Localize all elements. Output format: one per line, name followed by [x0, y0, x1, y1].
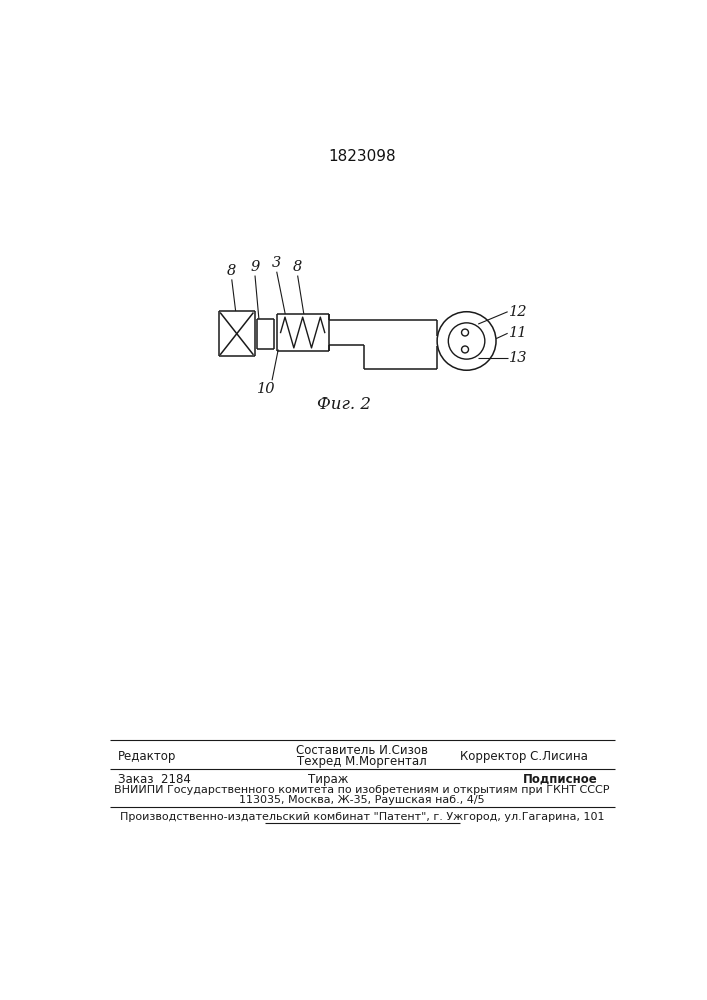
Text: ВНИИПИ Государственного комитета по изобретениям и открытиям при ГКНТ СССР: ВНИИПИ Государственного комитета по изоб… [115, 785, 609, 795]
Text: 1823098: 1823098 [328, 149, 396, 164]
Text: Корректор С.Лисина: Корректор С.Лисина [460, 750, 588, 763]
Text: Редактор: Редактор [118, 750, 176, 763]
Text: 13: 13 [509, 351, 527, 365]
Text: 8: 8 [227, 264, 236, 278]
Text: Фиг. 2: Фиг. 2 [317, 396, 371, 413]
Text: Тираж: Тираж [308, 773, 349, 786]
Text: Заказ  2184: Заказ 2184 [118, 773, 191, 786]
Text: 3: 3 [272, 256, 281, 270]
Text: Производственно-издательский комбинат "Патент", г. Ужгород, ул.Гагарина, 101: Производственно-издательский комбинат "П… [119, 812, 604, 822]
Text: 8: 8 [293, 260, 303, 274]
Text: 12: 12 [509, 305, 527, 319]
Text: Техред М.Моргентал: Техред М.Моргентал [297, 755, 427, 768]
Text: Подписное: Подписное [522, 773, 597, 786]
Text: 9: 9 [250, 260, 259, 274]
Text: 11: 11 [509, 326, 527, 340]
Text: 10: 10 [257, 382, 276, 396]
Text: 113035, Москва, Ж-35, Раушская наб., 4/5: 113035, Москва, Ж-35, Раушская наб., 4/5 [239, 795, 485, 805]
Text: Составитель И.Сизов: Составитель И.Сизов [296, 744, 428, 757]
